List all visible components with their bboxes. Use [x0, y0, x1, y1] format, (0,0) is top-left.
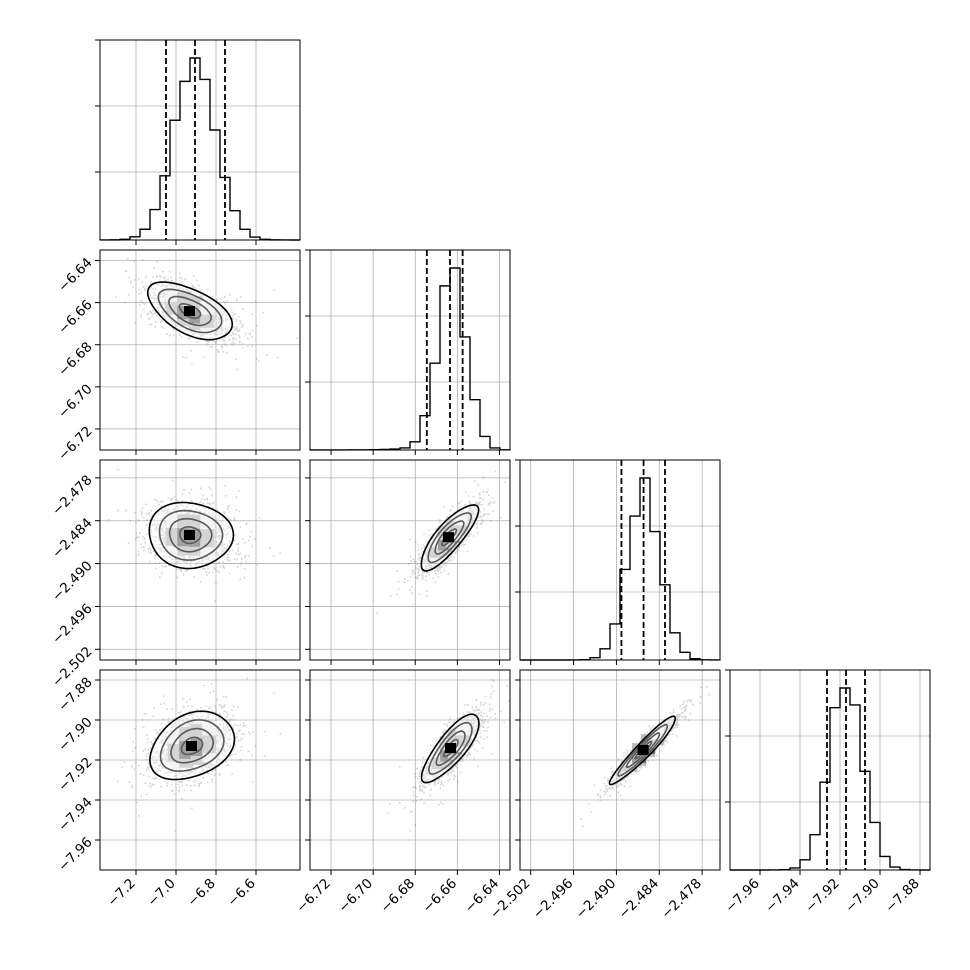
density-peak — [445, 743, 457, 753]
x-tick-label-1-1: −6.70 — [335, 876, 376, 917]
contour-2 — [159, 719, 225, 772]
histogram-step-1 — [309, 267, 511, 451]
density-cell — [177, 514, 192, 529]
panel-frame — [519, 459, 721, 661]
contour-0 — [178, 526, 202, 545]
y-tick-label-2-4: −2.478 — [49, 472, 96, 519]
x-tick-label-2-1: −2.496 — [530, 876, 577, 923]
y-tick-label-1-3: −6.66 — [55, 297, 96, 338]
y-tick-label-2-1: −2.496 — [49, 601, 96, 648]
histogram-step-0 — [99, 57, 301, 241]
histogram-panel-1 — [305, 249, 511, 455]
x-tick-label-3-3: −7.90 — [842, 876, 883, 917]
x-tick-label-1-0: −6.72 — [293, 876, 334, 917]
density-peak — [184, 306, 195, 317]
histogram-panel-2 — [515, 459, 721, 665]
scatter-panel-0-3 — [95, 669, 301, 875]
panel-frame — [99, 669, 301, 871]
panel-frame — [309, 459, 511, 661]
x-tick-label-0-0: −7.2 — [104, 876, 138, 910]
density-cell — [165, 287, 180, 302]
panel-frame — [309, 249, 511, 451]
contour-2 — [428, 721, 473, 775]
density-peak — [442, 532, 454, 543]
density-peak — [186, 741, 197, 751]
x-tick-label-2-3: −2.484 — [615, 876, 662, 923]
x-tick-label-2-4: −2.478 — [658, 876, 705, 923]
contour-1 — [168, 295, 212, 327]
scatter-panel-0-2 — [95, 459, 301, 665]
y-tick-label-3-3: −7.90 — [55, 714, 96, 755]
x-tick-label-2-2: −2.490 — [573, 876, 620, 923]
histogram-step-2 — [520, 477, 721, 661]
density-cell — [190, 724, 205, 739]
x-tick-label-0-2: −6.8 — [184, 876, 218, 910]
x-tick-label-1-3: −6.66 — [420, 876, 461, 917]
y-tick-label-3-2: −7.92 — [55, 754, 96, 795]
y-tick-label-1-4: −6.64 — [55, 255, 96, 296]
density-peak — [184, 530, 195, 540]
y-tick-label-2-3: −2.484 — [49, 515, 96, 562]
x-tick-label-1-2: −6.68 — [378, 876, 419, 917]
contour-2 — [427, 512, 472, 564]
x-tick-label-3-0: −7.96 — [722, 876, 763, 917]
contour-2 — [158, 509, 224, 561]
contour-1 — [434, 520, 465, 555]
y-tick-label-1-0: −6.72 — [55, 423, 96, 464]
panel-frame — [99, 39, 301, 241]
panel-frame — [99, 459, 301, 661]
panel-frame — [309, 669, 511, 871]
y-tick-label-2-2: −2.490 — [49, 558, 96, 605]
y-tick-label-1-1: −6.70 — [55, 381, 96, 422]
y-tick-label-3-1: −7.94 — [55, 794, 96, 835]
density-cell — [177, 292, 192, 307]
panel-frame — [729, 669, 931, 871]
y-tick-label-1-2: −6.68 — [55, 339, 96, 380]
panel-frame — [99, 249, 301, 451]
scatter-panel-0-1 — [95, 249, 301, 455]
x-tick-label-3-4: −7.88 — [882, 876, 923, 917]
contour-2 — [157, 288, 223, 334]
y-tick-label-3-0: −7.96 — [55, 834, 96, 875]
density-cell — [165, 513, 180, 528]
contour-1 — [625, 732, 661, 769]
scatter-panel-1-3 — [305, 669, 511, 875]
density-peak — [637, 745, 649, 755]
panel-frame — [519, 669, 721, 871]
x-tick-label-0-3: −6.6 — [224, 876, 258, 910]
contour-2 — [617, 723, 669, 777]
contour-1 — [435, 730, 466, 767]
histogram-panel-0 — [95, 39, 301, 245]
contour-0 — [178, 303, 202, 319]
contour-1 — [168, 517, 213, 553]
contour-0 — [180, 736, 204, 756]
scatter-panel-2-3 — [515, 669, 721, 875]
scatter-panel-1-2 — [305, 459, 511, 665]
histogram-panel-3 — [725, 669, 931, 875]
x-tick-label-3-2: −7.92 — [802, 876, 843, 917]
density-cell — [188, 514, 203, 529]
x-tick-label-3-1: −7.94 — [762, 876, 803, 917]
contour-1 — [170, 727, 215, 764]
x-tick-label-0-1: −7.0 — [144, 876, 178, 910]
